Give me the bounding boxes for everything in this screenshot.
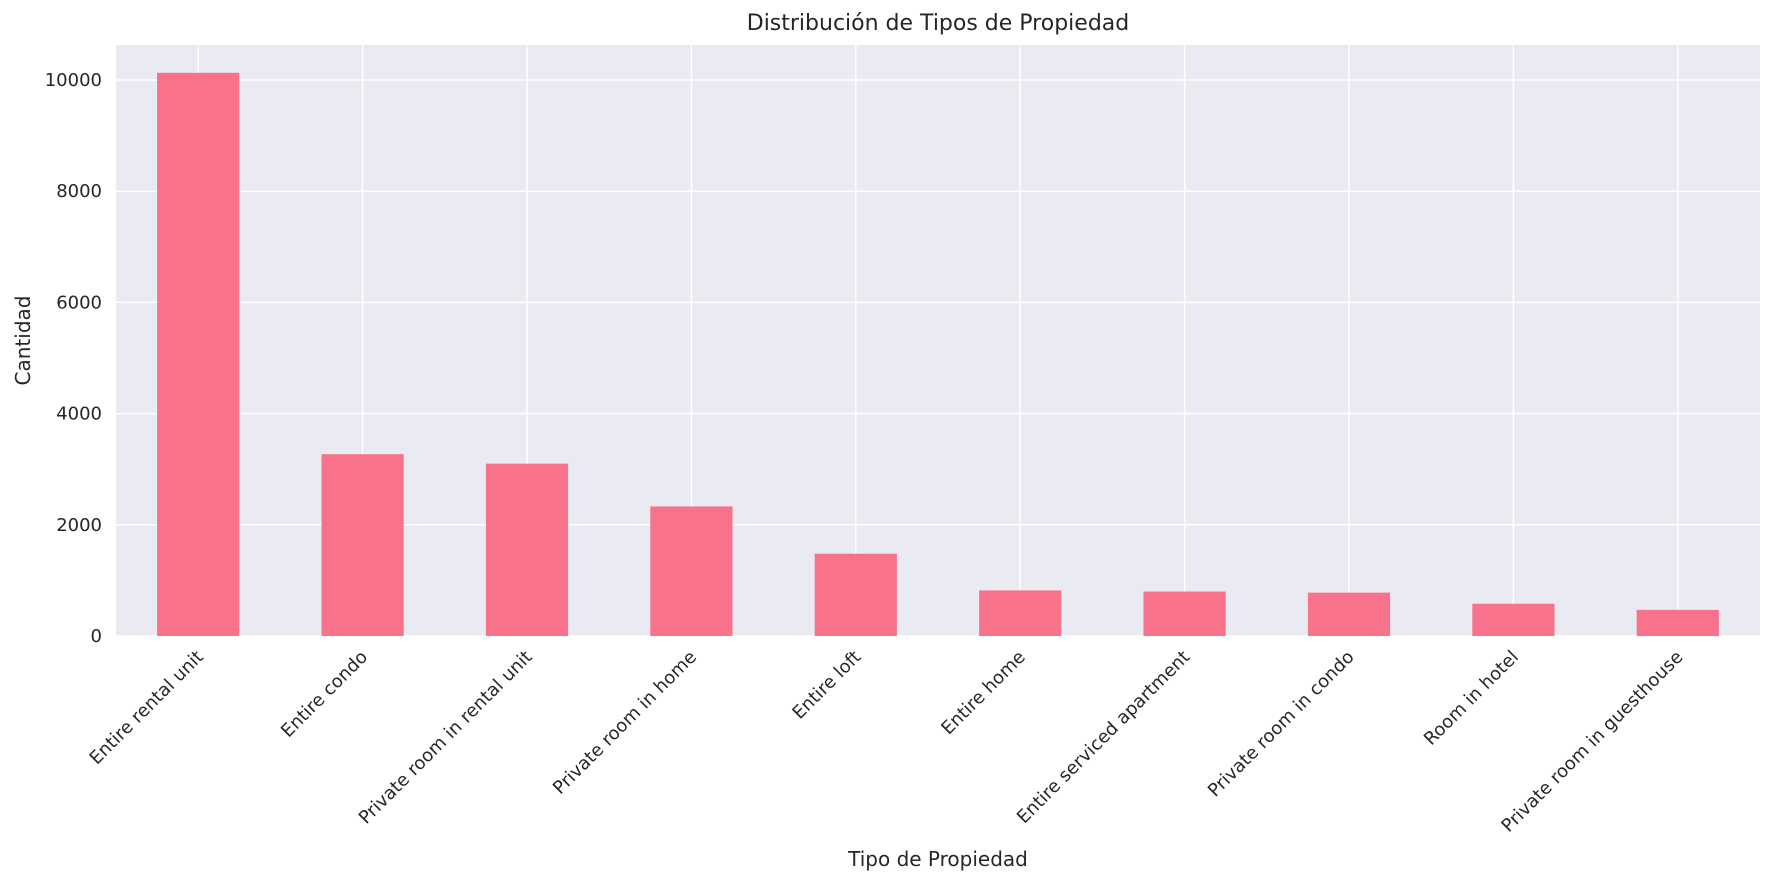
x-tick-label: Entire condo: [277, 647, 372, 742]
x-axis-label: Tipo de Propiedad: [847, 847, 1028, 871]
bar: [157, 72, 240, 636]
y-tick-label: 6000: [56, 292, 102, 313]
bar: [814, 553, 897, 636]
x-tick-label: Private room in condo: [1204, 647, 1359, 802]
x-tick-label: Entire serviced apartment: [1013, 647, 1194, 828]
y-tick-label: 4000: [56, 404, 102, 425]
bar: [1307, 592, 1391, 636]
y-tick-label: 8000: [56, 181, 102, 202]
chart-title: Distribución de Tipos de Propiedad: [747, 11, 1129, 36]
x-tick-label: Entire loft: [788, 647, 865, 724]
y-tick-label: 10000: [45, 70, 102, 91]
bar: [1636, 609, 1719, 636]
y-axis-ticks: 0 2000 4000 6000 8000 10000: [45, 70, 102, 647]
grid-lines: [116, 45, 1760, 637]
bar: [979, 590, 1062, 636]
y-axis-label: Cantidad: [11, 296, 35, 386]
bar: [485, 463, 569, 636]
x-tick-label: Entire rental unit: [86, 647, 208, 769]
bar: [321, 454, 404, 636]
bar: [650, 506, 733, 636]
x-tick-label: Private room in rental unit: [355, 647, 537, 829]
y-tick-label: 0: [91, 626, 102, 647]
x-tick-label: Private room in home: [549, 647, 701, 799]
x-tick-label: Entire home: [937, 647, 1029, 739]
bar: [1143, 591, 1226, 636]
y-tick-label: 2000: [56, 515, 102, 536]
bars: [157, 72, 1719, 636]
x-tick-label: Room in hotel: [1420, 647, 1523, 750]
x-tick-label: Private room in guesthouse: [1497, 647, 1687, 837]
bar: [1472, 603, 1555, 636]
